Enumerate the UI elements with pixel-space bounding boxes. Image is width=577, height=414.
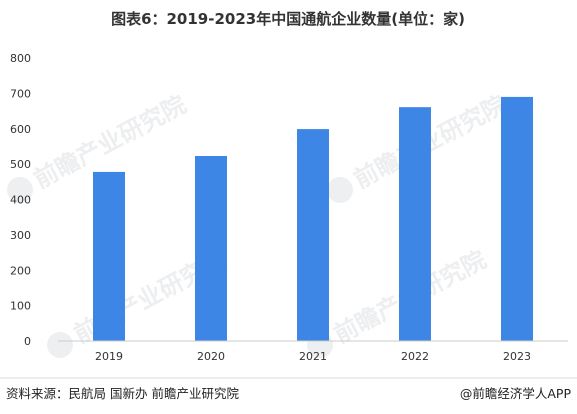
x-tick-label: 2020 — [197, 350, 225, 363]
y-axis: 0 100 200 300 400 500 600 700 800 — [10, 52, 31, 348]
x-axis: 2019 2020 2021 2022 2023 — [95, 350, 531, 363]
bar-2020 — [195, 155, 227, 341]
x-tick-label: 2023 — [503, 350, 531, 363]
y-tick-label: 500 — [10, 158, 31, 171]
y-tick-label: 200 — [10, 264, 31, 277]
bar-2019 — [93, 171, 125, 341]
bar-2023 — [501, 96, 533, 341]
watermark-logo: 前瞻产业研究院 — [307, 245, 491, 358]
x-tick-label: 2021 — [299, 350, 327, 363]
y-tick-label: 300 — [10, 229, 31, 242]
y-tick-label: 800 — [10, 52, 31, 65]
chart-title: 图表6：2019-2023年中国通航企业数量(单位：家) — [111, 10, 465, 28]
x-tick-label: 2019 — [95, 350, 123, 363]
bar-2022 — [399, 107, 431, 341]
bar-series — [93, 96, 533, 341]
source-text: 资料来源：民航局 国新办 前瞻产业研究院 — [6, 386, 239, 401]
credit-text: @前瞻经济学人APP — [460, 386, 572, 401]
y-tick-label: 400 — [10, 194, 31, 207]
y-tick-label: 700 — [10, 87, 31, 100]
y-tick-label: 100 — [10, 300, 31, 313]
watermark-group: 前瞻产业研究院 前瞻产业研究院 前瞻产业研究院 前瞻产业研究院 — [7, 90, 511, 358]
y-tick-label: 0 — [24, 335, 31, 348]
bar-2021 — [297, 129, 329, 341]
x-tick-label: 2022 — [401, 350, 429, 363]
y-tick-label: 600 — [10, 123, 31, 136]
